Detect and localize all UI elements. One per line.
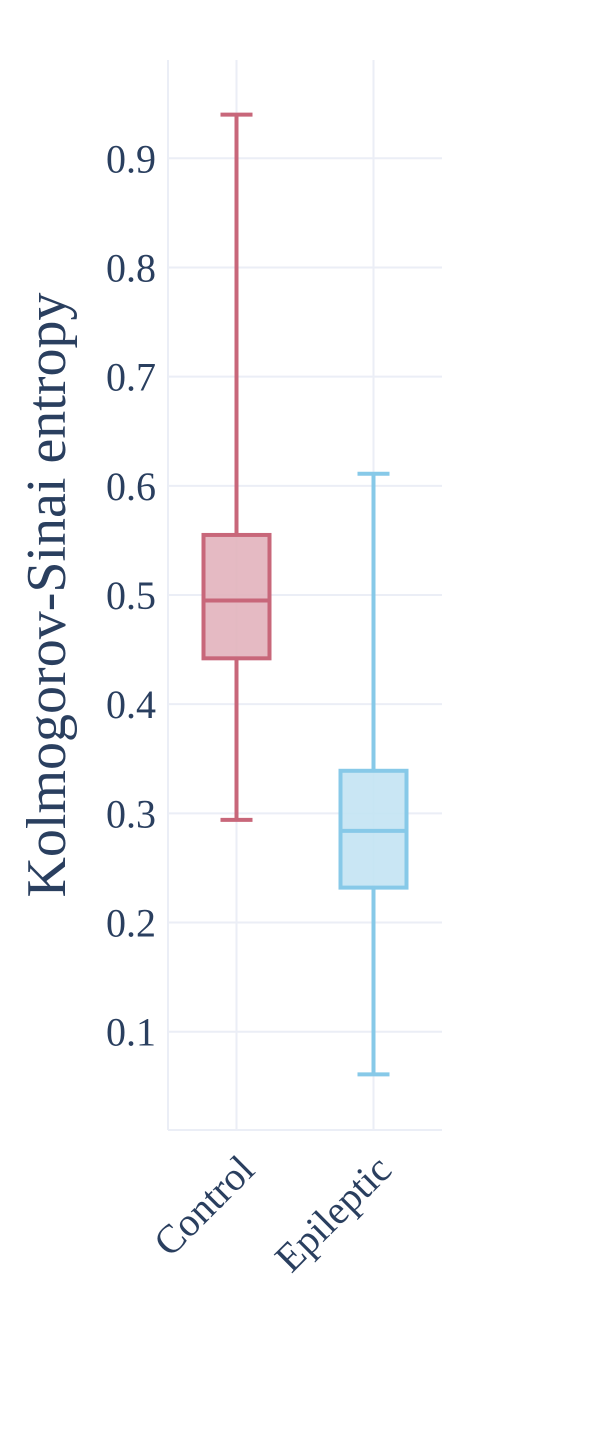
box-control [201,112,272,822]
x-tick-label: Epileptic [266,1147,400,1281]
x-tick-label: Control [145,1147,263,1265]
y-tick-label: 0.4 [106,682,156,727]
box-epileptic [338,471,409,1077]
y-tick-label: 0.7 [106,355,156,400]
y-tick-label: 0.8 [106,245,156,290]
x-axis: Control Epileptic [145,1147,400,1281]
y-tick-label: 0.2 [106,901,156,946]
y-tick-label: 0.5 [106,573,156,618]
box-layer [201,112,409,1077]
y-tick-label: 0.6 [106,464,156,509]
y-tick-label: 0.3 [106,791,156,836]
iqr-box [201,532,272,661]
y-axis: 0.1 0.2 0.3 0.4 0.5 0.6 0.7 0.8 0.9 [106,136,156,1054]
y-tick-label: 0.9 [106,136,156,181]
y-axis-title: Kolmogorov-Sinai entropy [16,292,78,897]
y-tick-label: 0.1 [106,1010,156,1055]
